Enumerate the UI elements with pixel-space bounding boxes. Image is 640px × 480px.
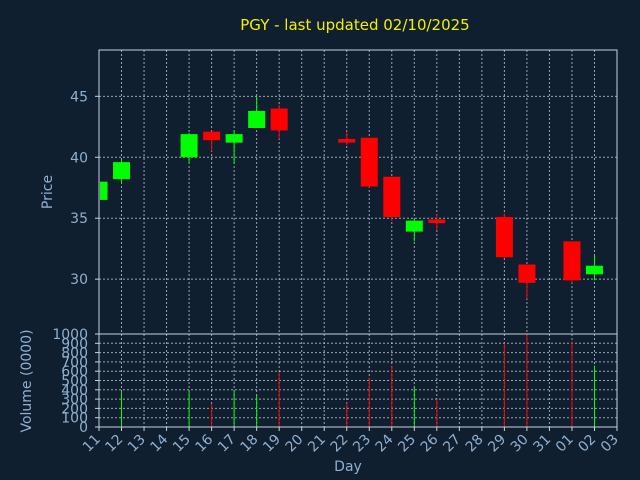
- x-tick-label: 18: [238, 432, 262, 456]
- candle-body: [405, 220, 423, 232]
- candle-body: [113, 162, 131, 180]
- candle-body: [518, 264, 536, 283]
- candle-body: [428, 219, 446, 224]
- volume-tick-label: 700: [61, 355, 88, 371]
- price-axis-label: Price: [40, 175, 56, 209]
- candle-body: [100, 181, 108, 200]
- x-tick-label: 25: [395, 432, 419, 456]
- x-tick-label: 03: [598, 432, 622, 456]
- volume-tick-label: 100: [61, 411, 88, 427]
- candle-body: [270, 108, 288, 131]
- x-tick-label: 28: [463, 432, 487, 456]
- x-tick-label: 23: [350, 432, 374, 456]
- candle-body: [338, 138, 356, 143]
- x-tick-label: 19: [260, 432, 284, 456]
- x-tick-label: 24: [373, 431, 397, 455]
- candle-body: [203, 131, 221, 141]
- volume-bars: [121, 334, 595, 427]
- x-tick-label: 21: [305, 432, 329, 456]
- x-tick-label: 31: [530, 432, 554, 456]
- candle-body: [383, 176, 401, 217]
- x-tick-label: 12: [102, 432, 126, 456]
- price-tick-label: 45: [70, 89, 88, 105]
- volume-tick-label: 500: [61, 374, 88, 390]
- candle-body: [360, 137, 378, 187]
- volume-tick-label: 300: [61, 392, 88, 408]
- candle-body: [563, 241, 581, 281]
- volume-tick-label: 800: [61, 346, 88, 362]
- volume-tick-label: 200: [61, 401, 88, 417]
- x-tick-label: 13: [125, 432, 149, 456]
- volume-tick-label: 1000: [52, 327, 88, 343]
- x-tick-label: 14: [147, 431, 171, 455]
- x-tick-label: 01: [553, 432, 577, 456]
- candle-body: [585, 265, 603, 275]
- x-axis-label: Day: [334, 459, 362, 475]
- price-candles: [98, 96, 603, 299]
- x-tick-label: 02: [575, 432, 599, 456]
- price-grid: [99, 50, 617, 334]
- x-tick-label: 15: [170, 432, 194, 456]
- price-tick-label: 35: [70, 211, 88, 227]
- x-tick-label: 26: [418, 431, 442, 455]
- volume-tick-label: 400: [61, 383, 88, 399]
- candle-body: [495, 216, 513, 258]
- x-tick-label: 16: [193, 431, 217, 455]
- day-axis-ticks: 1112131415161718192021222324252627282930…: [80, 427, 622, 455]
- price-axis-ticks: 30 35 40 45: [70, 89, 99, 288]
- volume-tick-label: 900: [61, 336, 88, 352]
- x-tick-label: 22: [328, 432, 352, 456]
- candle-body: [248, 110, 266, 129]
- volume-tick-label: 0: [79, 420, 88, 436]
- volume-grid: [99, 334, 617, 427]
- x-tick-label: 27: [440, 432, 464, 456]
- price-tick-label: 30: [70, 272, 88, 288]
- volume-tick-label: 600: [61, 364, 88, 380]
- volume-axis-label: Volume (0000): [19, 329, 35, 432]
- x-tick-label: 20: [283, 432, 307, 456]
- chart-title: PGY - last updated 02/10/2025: [240, 16, 469, 34]
- price-panel-frame: [98, 49, 618, 335]
- x-tick-label: 29: [485, 432, 509, 456]
- candle-body: [180, 134, 198, 158]
- price-tick-label: 40: [70, 150, 88, 166]
- x-tick-label: 17: [215, 432, 239, 456]
- x-tick-label: 30: [508, 432, 532, 456]
- candle-body: [225, 134, 243, 143]
